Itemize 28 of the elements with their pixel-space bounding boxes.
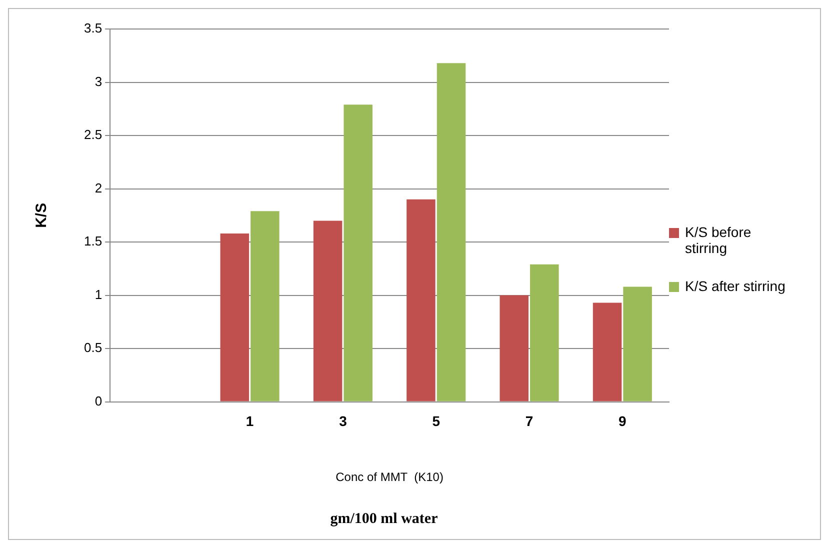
bar [250, 211, 280, 402]
bar [500, 295, 529, 402]
bar [530, 264, 559, 402]
x-axis-title: Conc of MMT (K10) [336, 470, 444, 484]
y-tick-label: 3.5 [84, 20, 102, 36]
bar [623, 286, 652, 402]
x-tick-label: 3 [339, 413, 348, 430]
y-tick-label: 3 [94, 74, 102, 89]
x-tick-label: 7 [525, 413, 534, 430]
y-tick-label: 1.5 [84, 234, 102, 249]
y-tick-label: 2 [94, 180, 102, 196]
bar [313, 220, 342, 402]
bar [436, 63, 466, 402]
x-tick-label: 1 [246, 413, 254, 430]
y-axis-title: K/S [33, 202, 50, 228]
y-tick-label: 1 [94, 286, 102, 302]
x-tick-label: 5 [432, 413, 440, 430]
x-tick-label: 9 [618, 413, 627, 430]
legend-label: K/S after stirring [685, 278, 786, 294]
bar [406, 199, 436, 402]
bar [344, 104, 372, 402]
y-tick-label: 0 [94, 393, 102, 408]
legend-label: K/S before stirring [685, 224, 752, 256]
y-tick-label: 0.5 [84, 340, 102, 356]
bar [220, 234, 250, 402]
text: gm/100 ml water [329, 511, 439, 528]
bar [592, 302, 622, 402]
y-tick-label: 2.5 [84, 127, 102, 142]
